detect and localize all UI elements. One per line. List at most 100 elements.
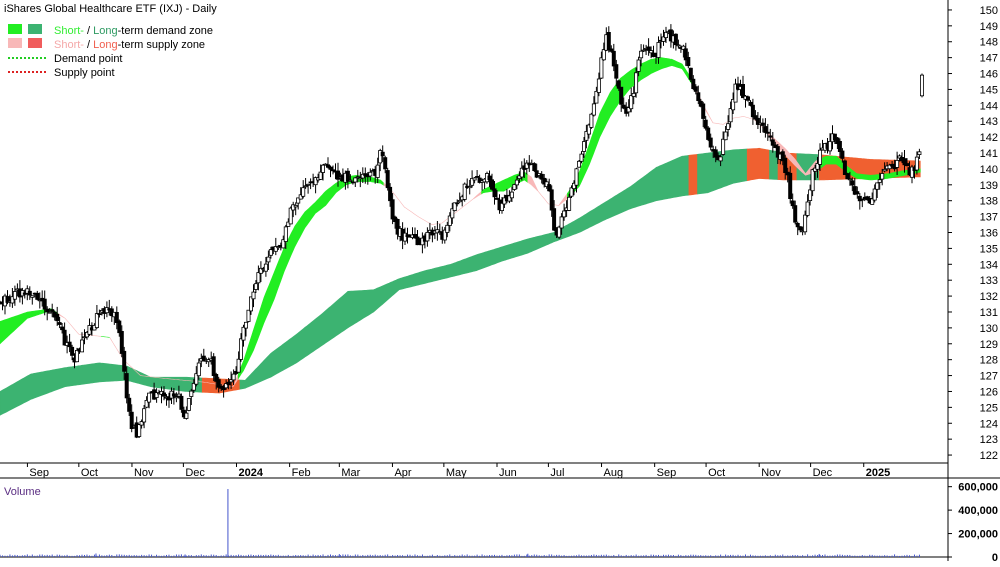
candle-body (614, 64, 619, 79)
price-tick-label: 139 (980, 180, 998, 192)
candle-body (283, 226, 288, 242)
candle-body (512, 184, 517, 190)
candle-body (509, 191, 514, 199)
price-tick-label: 125 (980, 402, 998, 414)
candle-body (201, 355, 206, 362)
candle-body (726, 123, 731, 130)
volume-tick-label: 200,000 (958, 529, 998, 541)
price-tick-label: 130 (980, 323, 998, 335)
price-tick-label: 132 (980, 291, 998, 303)
legend-item-demand-point: Demand point (8, 53, 123, 65)
candle-body (114, 311, 119, 323)
candle-body (805, 201, 810, 216)
date-tick-label: Feb (292, 467, 311, 479)
candle-body (579, 153, 584, 162)
date-tick-label: 2025 (866, 467, 890, 479)
chart-title: iShares Global Healthcare ETF (IXJ) - Da… (4, 3, 217, 15)
candle-body (765, 131, 770, 134)
candle-body (256, 272, 261, 284)
candle-body (910, 166, 915, 178)
candle-body (649, 50, 654, 54)
candle-body (549, 189, 554, 211)
candle-body (639, 50, 644, 59)
candle-body (601, 49, 606, 61)
candle-body (494, 197, 499, 200)
candle-body (231, 373, 236, 381)
candle-body (641, 49, 646, 52)
candle-body (27, 290, 32, 296)
candle-body (872, 188, 877, 201)
candle-body (216, 379, 221, 388)
short-term-zone-supply-segment (383, 182, 482, 225)
price-tick-label: 123 (980, 434, 998, 446)
candle-body (562, 210, 567, 218)
candle-body (611, 50, 616, 67)
price-tick-label: 129 (980, 339, 998, 351)
date-tick-label: Jun (499, 467, 517, 479)
candle-body (42, 298, 47, 310)
candle-body (552, 208, 557, 231)
candle-body (681, 45, 686, 50)
candle-body (487, 175, 492, 180)
candle-body (524, 162, 529, 169)
candle-body (569, 187, 574, 197)
date-tick-label: 2024 (238, 467, 263, 479)
date-tick-label: Mar (341, 467, 360, 479)
volume-panel-label: Volume (4, 486, 41, 498)
price-tick-label: 137 (980, 212, 998, 224)
zone-layer (0, 57, 921, 416)
candle-body (875, 182, 880, 190)
price-tick-label: 131 (980, 307, 998, 319)
legend-text-part: / (84, 39, 93, 51)
candle-body (425, 231, 430, 242)
candle-body (176, 393, 181, 397)
price-tick-label: 136 (980, 228, 998, 240)
date-tick-label: Oct (708, 467, 725, 479)
price-tick-label: 146 (980, 69, 998, 81)
candle-body (683, 48, 688, 61)
date-tick-label: Apr (394, 467, 411, 479)
candle-body (355, 176, 360, 179)
candle-body (673, 33, 678, 46)
candle-body (161, 392, 166, 397)
candle-body (770, 139, 775, 146)
price-tick-label: 122 (980, 450, 998, 462)
candle-body (320, 164, 325, 173)
candle-body (808, 189, 813, 201)
candle-body (835, 137, 840, 144)
date-tick-label: Sep (657, 467, 677, 479)
candle-body (914, 156, 919, 171)
candle-body (50, 309, 55, 312)
short-term-zone-demand-segment (101, 336, 110, 338)
candle-body (467, 186, 472, 189)
candle-body (455, 202, 460, 205)
candle-body (243, 321, 248, 329)
date-tick-label: Nov (134, 467, 154, 479)
candle-body (577, 160, 582, 168)
candle-body (589, 113, 594, 128)
candle-body (775, 146, 780, 158)
date-tick-label: Sep (29, 467, 49, 479)
candle-body (557, 226, 562, 238)
date-tick-label: Dec (813, 467, 833, 479)
candle-body (174, 396, 179, 399)
candle-body (447, 215, 452, 226)
price-tick-label: 143 (980, 116, 998, 128)
candle-body (828, 140, 833, 152)
candle-body (755, 117, 760, 125)
candle-body (62, 329, 67, 346)
candle-body (385, 170, 390, 189)
candle-body (803, 214, 808, 233)
candle-body (519, 167, 524, 178)
candle-body (586, 124, 591, 135)
price-tick-label: 145 (980, 84, 998, 96)
candle-body (330, 169, 335, 172)
candle-body (94, 313, 99, 329)
candle-body (606, 32, 611, 51)
candle-body (887, 164, 892, 170)
candle-body (713, 149, 718, 158)
candle-body (750, 104, 755, 118)
candle-body (706, 127, 711, 140)
candle-body (35, 292, 40, 300)
